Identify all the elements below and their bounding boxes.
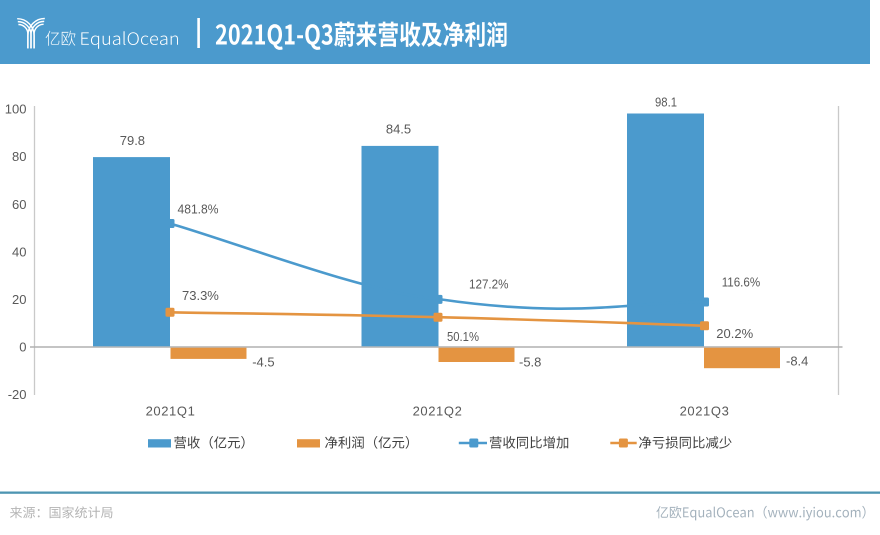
svg-text:20: 20 — [12, 292, 26, 307]
svg-text:20.2%: 20.2% — [716, 326, 753, 341]
svg-text:60: 60 — [12, 197, 26, 212]
svg-text:-4.5: -4.5 — [252, 354, 274, 369]
svg-text:116.6%: 116.6% — [722, 275, 761, 290]
svg-text:0: 0 — [19, 340, 26, 355]
svg-text:40: 40 — [12, 244, 26, 259]
svg-text:100: 100 — [5, 102, 27, 117]
svg-text:80: 80 — [12, 149, 26, 164]
svg-text:2021Q1: 2021Q1 — [146, 404, 196, 419]
svg-text:73.3%: 73.3% — [182, 288, 219, 303]
svg-text:2021Q2: 2021Q2 — [413, 404, 463, 419]
svg-text:481.8%: 481.8% — [178, 202, 219, 217]
svg-text:2021Q3: 2021Q3 — [680, 404, 730, 419]
svg-text:50.1%: 50.1% — [447, 329, 479, 344]
svg-text:127.2%: 127.2% — [469, 277, 509, 292]
svg-text:84.5: 84.5 — [386, 121, 411, 136]
svg-text:98.1: 98.1 — [655, 94, 677, 109]
svg-text:79.8: 79.8 — [120, 133, 145, 148]
svg-text:-20: -20 — [8, 387, 27, 402]
svg-text:-8.4: -8.4 — [786, 354, 808, 369]
svg-text:-5.8: -5.8 — [519, 354, 541, 369]
